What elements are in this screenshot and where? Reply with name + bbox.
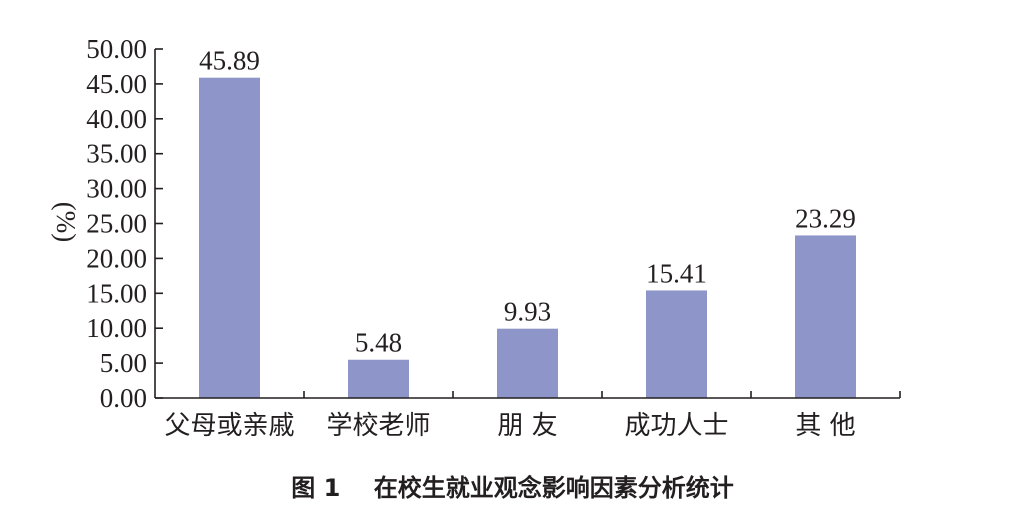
- data-labels: 45.89 5.48 9.93 15.41 23.29: [199, 46, 856, 358]
- bar-chart: (%) 0.00 5.00 10.00 15.00 20.00 25.00 30.00 35.…: [51, 34, 901, 441]
- x-category-label: 成功人士: [624, 411, 728, 441]
- y-tick-label: 35.00: [86, 139, 147, 169]
- bar: [348, 359, 409, 398]
- category-labels: 父母或亲戚 学校老师 朋 友 成功人士 其 他: [164, 411, 855, 441]
- y-axis-ticks: 0.00 5.00 10.00 15.00 20.00 25.00 30.00 35.00 40…: [86, 34, 163, 413]
- data-label: 45.89: [199, 46, 260, 76]
- data-label: 9.93: [504, 297, 551, 327]
- y-tick-label: 25.00: [86, 209, 147, 239]
- y-tick-label: 15.00: [86, 278, 147, 308]
- y-tick-label: 30.00: [86, 174, 147, 204]
- figure-caption: 图 1 在校生就业观念影响因素分析统计: [291, 474, 734, 502]
- y-tick-label: 40.00: [86, 104, 147, 134]
- y-tick-label: 50.00: [86, 34, 147, 64]
- bars: [199, 77, 856, 398]
- x-category-label: 朋 友: [497, 411, 557, 441]
- y-tick-label: 10.00: [86, 313, 147, 343]
- bar: [646, 290, 707, 398]
- data-label: 15.41: [646, 258, 707, 288]
- y-tick-label: 20.00: [86, 243, 147, 273]
- bar: [497, 328, 558, 398]
- bar: [795, 235, 856, 398]
- x-axis-ticks: [303, 391, 901, 398]
- y-tick-label: 0.00: [100, 383, 147, 413]
- x-category-label: 父母或亲戚: [164, 411, 294, 441]
- y-tick-label: 45.00: [86, 69, 147, 99]
- x-category-label: 其 他: [795, 411, 855, 441]
- data-label: 5.48: [355, 328, 402, 358]
- y-tick-label: 5.00: [100, 348, 147, 378]
- y-axis-label: (%): [51, 202, 81, 242]
- x-category-label: 学校老师: [326, 411, 430, 441]
- data-label: 23.29: [795, 203, 856, 233]
- bar: [199, 77, 260, 398]
